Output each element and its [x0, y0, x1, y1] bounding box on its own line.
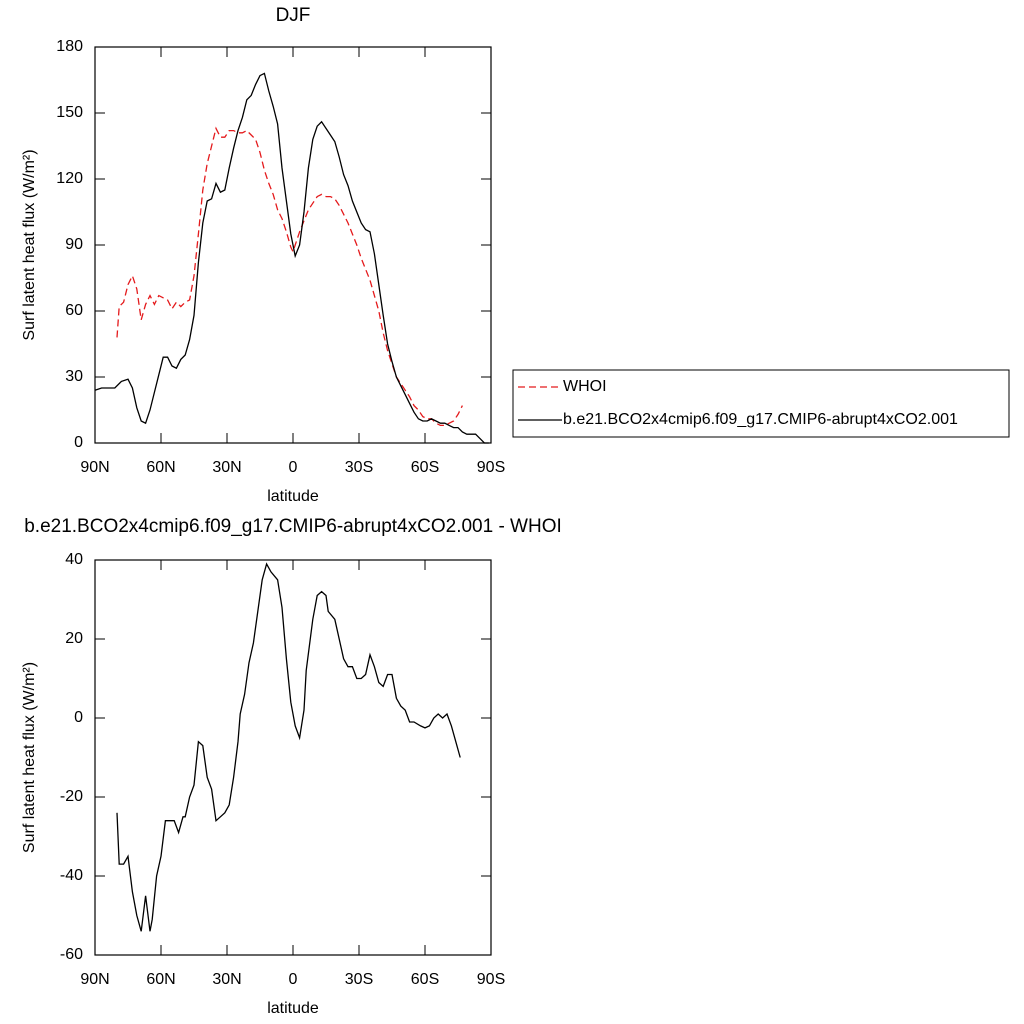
- legend-label: WHOI: [563, 378, 607, 395]
- y-tick-label: 20: [65, 630, 83, 647]
- y-tick-label: -40: [60, 867, 83, 884]
- x-tick-label: 30S: [345, 459, 373, 476]
- x-tick-label: 0: [289, 971, 298, 988]
- y-tick-label: 90: [65, 236, 83, 253]
- legend-label: b.e21.BCO2x4cmip6.f09_g17.CMIP6-abrupt4x…: [563, 411, 958, 428]
- x-tick-label: 60S: [411, 459, 439, 476]
- y-axis-label: Surf latent heat flux (W/m²): [21, 149, 38, 340]
- y-tick-label: 30: [65, 368, 83, 385]
- x-axis-label: latitude: [267, 1000, 319, 1017]
- x-tick-label: 0: [289, 459, 298, 476]
- x-tick-label: 90S: [477, 971, 505, 988]
- data-line: [94, 72, 489, 444]
- x-tick-label: 90N: [80, 459, 109, 476]
- chart-title: DJF: [276, 5, 311, 26]
- y-tick-label: 150: [56, 104, 83, 121]
- data-line: [116, 562, 461, 932]
- x-tick-label: 60N: [146, 459, 175, 476]
- chart-title: b.e21.BCO2x4cmip6.f09_g17.CMIP6-abrupt4x…: [24, 516, 562, 537]
- x-axis-label: latitude: [267, 488, 319, 505]
- y-tick-label: 0: [74, 709, 83, 726]
- x-tick-label: 60S: [411, 971, 439, 988]
- legend-box: [512, 369, 1010, 438]
- y-tick-label: 0: [74, 434, 83, 451]
- x-tick-label: 30N: [212, 971, 241, 988]
- x-tick-label: 90S: [477, 459, 505, 476]
- y-tick-label: -60: [60, 946, 83, 963]
- y-tick-label: -20: [60, 788, 83, 805]
- x-tick-label: 60N: [146, 971, 175, 988]
- x-tick-label: 30N: [212, 459, 241, 476]
- plot-frame: [94, 46, 492, 444]
- y-tick-label: 60: [65, 302, 83, 319]
- plot-frame: [94, 559, 492, 956]
- y-tick-label: 40: [65, 551, 83, 568]
- y-axis-label: Surf latent heat flux (W/m²): [21, 662, 38, 853]
- x-tick-label: 30S: [345, 971, 373, 988]
- y-tick-label: 120: [56, 170, 83, 187]
- data-line: [116, 126, 463, 427]
- y-tick-label: 180: [56, 38, 83, 55]
- x-tick-label: 90N: [80, 971, 109, 988]
